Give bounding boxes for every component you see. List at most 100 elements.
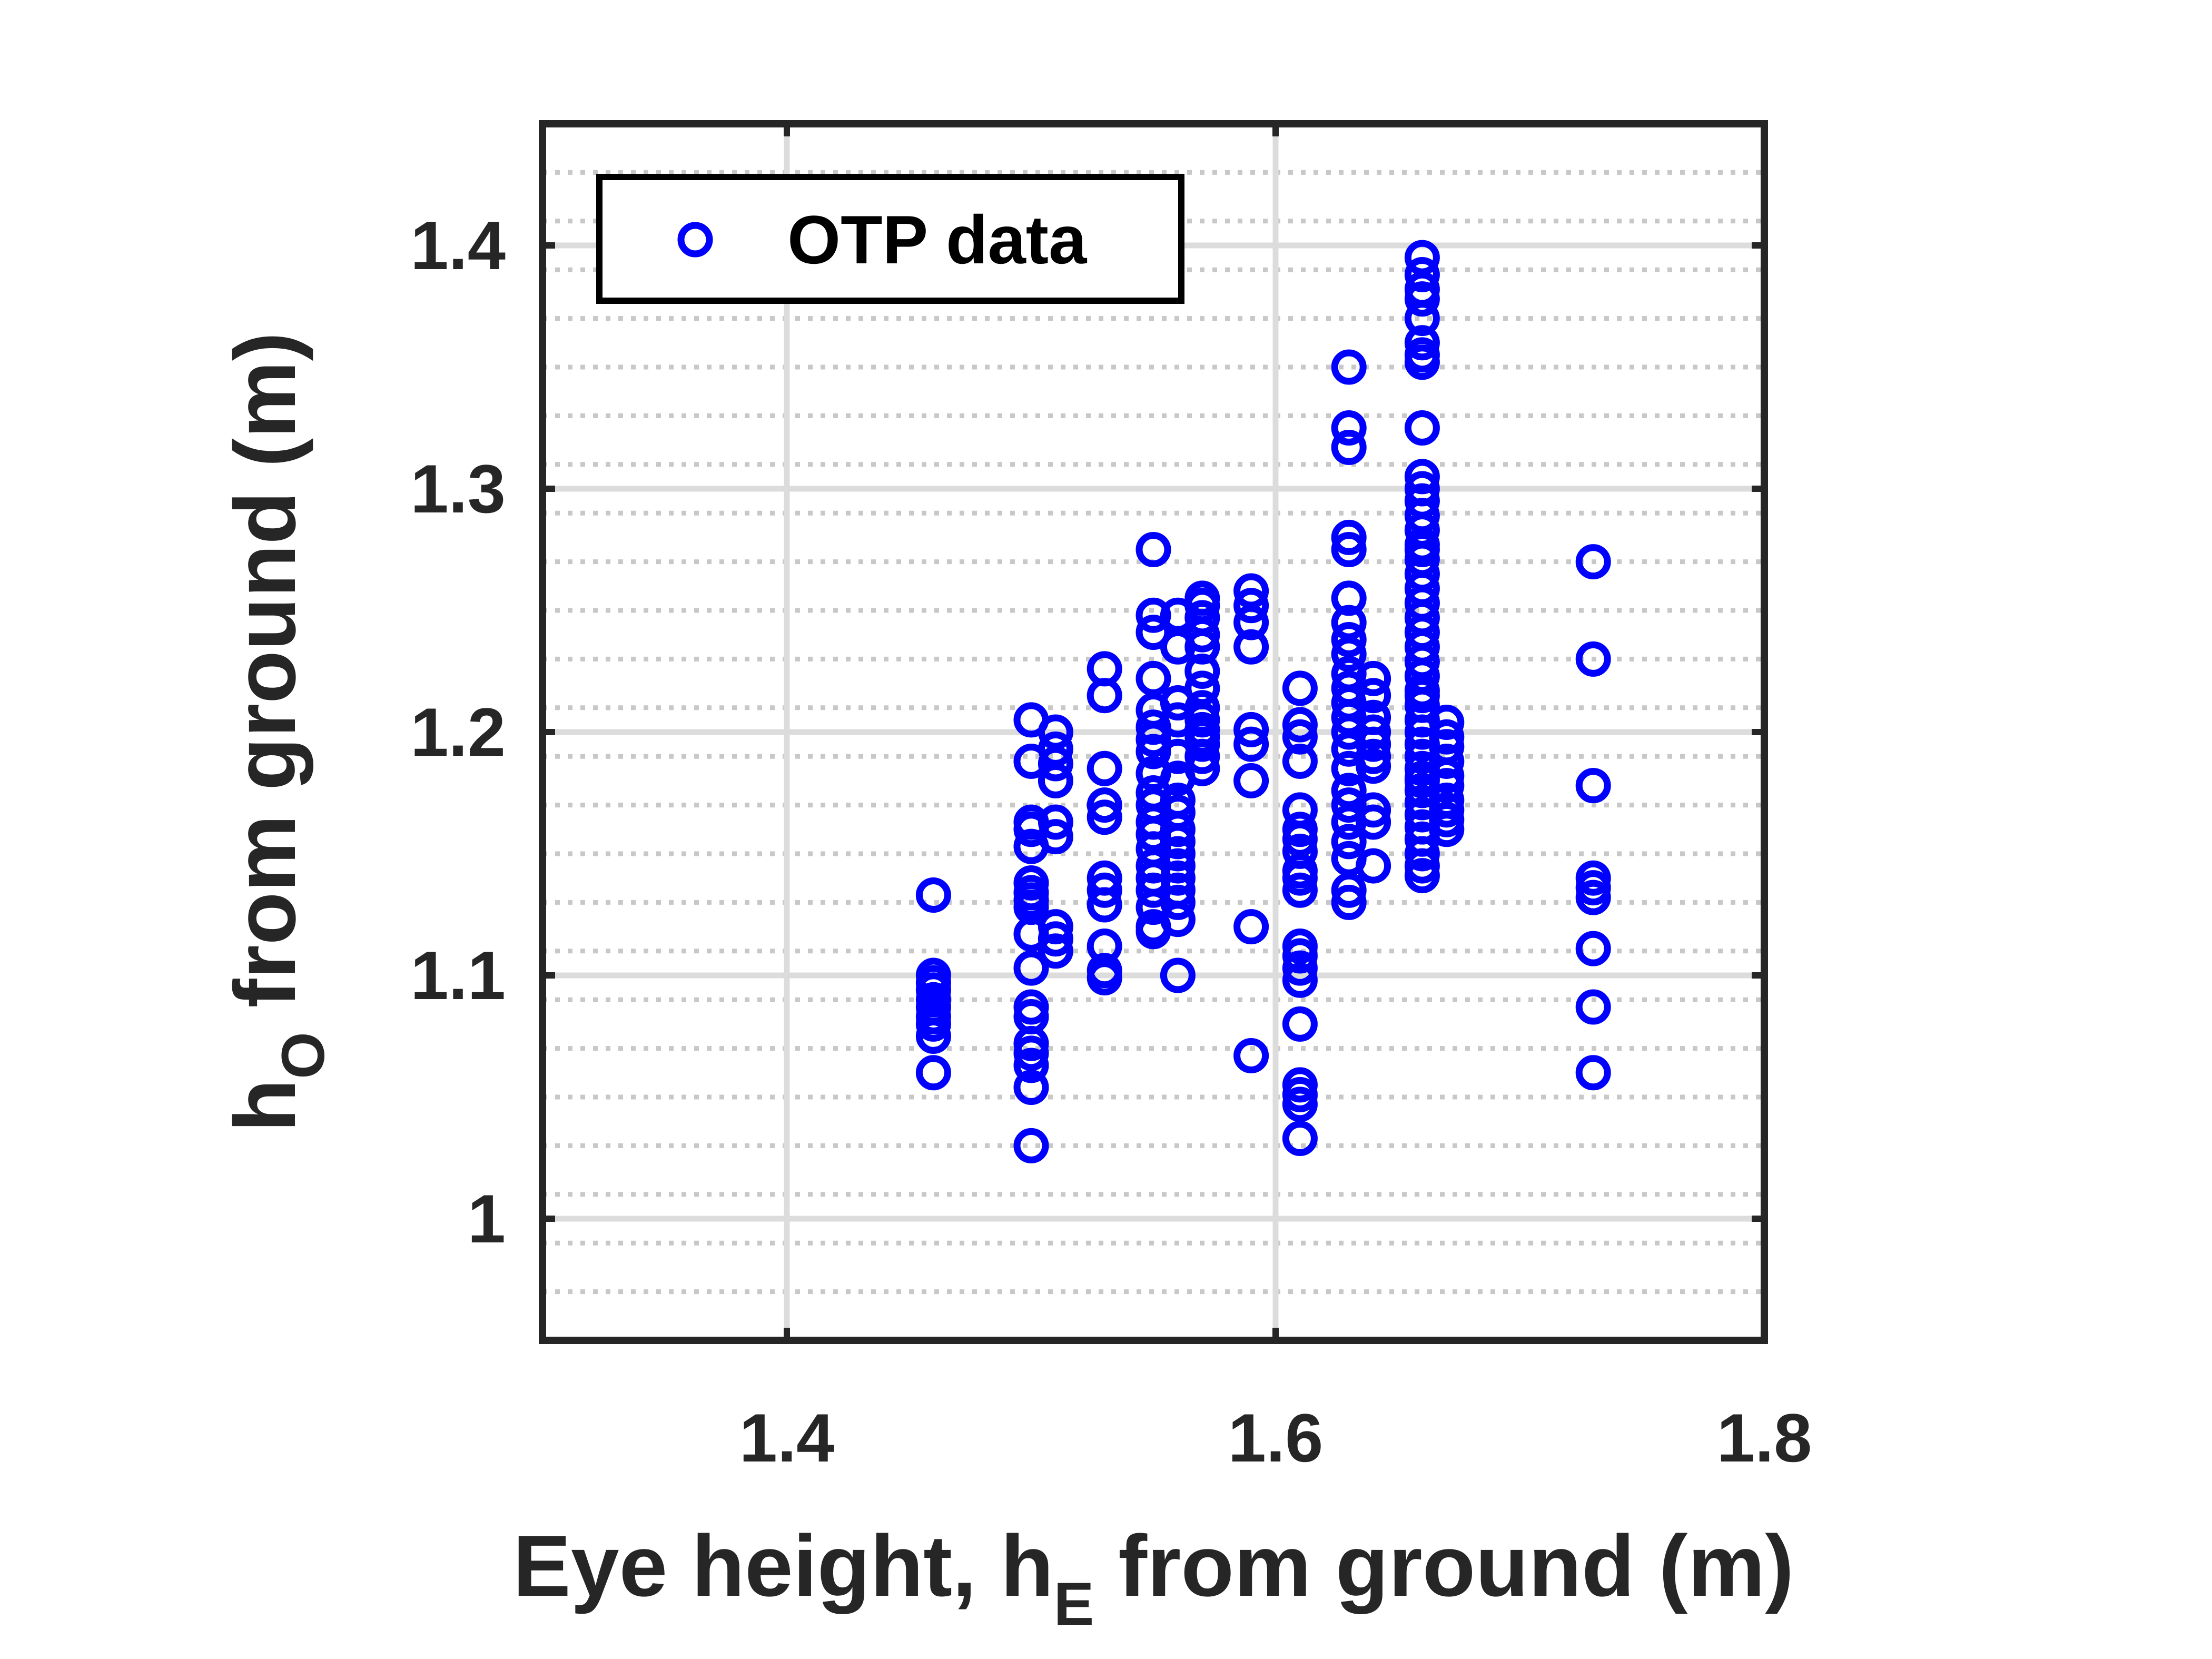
y-tick-label: 1.1	[410, 937, 506, 1014]
data-point	[1404, 532, 1440, 567]
data-point	[1038, 933, 1073, 969]
y-tick-labels: 1 1.1 1.2 1.3 1.4	[410, 207, 506, 1257]
data-point	[1331, 824, 1367, 860]
x-axis-title: Eye height, hE from ground (m)	[513, 1517, 1794, 1638]
data-point	[1038, 921, 1073, 957]
data-point	[1160, 902, 1196, 937]
data-point	[1404, 858, 1440, 894]
data-point	[1282, 950, 1318, 986]
data-point	[1282, 1087, 1318, 1122]
data-point	[1575, 880, 1611, 915]
data-point	[1038, 909, 1073, 945]
data-point	[1356, 660, 1391, 696]
data-point	[1184, 726, 1220, 762]
data-point	[1404, 281, 1440, 317]
data-point	[1331, 519, 1367, 555]
x-axis-title-main: Eye height, h	[513, 1517, 1054, 1614]
y-tick-label: 1.2	[410, 694, 506, 771]
data-point	[1233, 605, 1269, 640]
data-point	[1356, 748, 1391, 784]
data-point	[915, 1019, 951, 1054]
data-point	[1331, 884, 1367, 920]
data-point	[1331, 636, 1367, 672]
data-point	[1429, 812, 1465, 847]
data-point	[1087, 787, 1122, 823]
data-point	[1013, 1128, 1049, 1163]
data-point	[1404, 410, 1440, 446]
data-point	[1233, 909, 1269, 945]
data-point	[1282, 962, 1318, 998]
y-tick-label: 1	[468, 1180, 506, 1257]
data-point	[1038, 804, 1073, 840]
data-point	[1160, 836, 1196, 872]
data-point	[1404, 344, 1440, 380]
data-point	[1160, 824, 1196, 860]
data-point	[1087, 887, 1122, 923]
data-point	[1575, 931, 1611, 966]
data-point	[1184, 629, 1220, 665]
data-point	[1282, 670, 1318, 706]
data-point	[1429, 768, 1465, 804]
data-point	[1087, 799, 1122, 835]
data-point	[1160, 848, 1196, 884]
x-tick-labels: 1.4 1.6 1.8	[739, 1399, 1812, 1476]
data-point	[1404, 702, 1440, 738]
data-point	[1038, 819, 1073, 855]
y-axis-title-sub: O	[270, 1032, 337, 1079]
y-axis-title-tail: from ground (m)	[216, 332, 313, 1032]
data-point	[1356, 714, 1391, 750]
data-point	[1331, 349, 1367, 385]
legend-marker	[677, 222, 713, 258]
data-point	[1575, 768, 1611, 804]
data-point	[1087, 678, 1122, 714]
data-point	[1404, 459, 1440, 495]
data-point	[1087, 960, 1122, 996]
data-point	[1282, 938, 1318, 974]
data-point	[1135, 722, 1171, 757]
data-point	[1282, 1121, 1318, 1157]
legend-box	[596, 174, 1184, 304]
data-point	[1331, 580, 1367, 616]
data-points	[915, 240, 1611, 1163]
data-point	[1331, 410, 1367, 446]
data-point	[1429, 705, 1465, 740]
data-point	[1282, 860, 1318, 896]
data-point	[1356, 848, 1391, 884]
data-point	[1135, 597, 1171, 633]
x-axis-title-sub: E	[1054, 1571, 1094, 1638]
data-point	[1013, 1035, 1049, 1071]
data-point	[1282, 719, 1318, 755]
data-point	[1135, 532, 1171, 567]
data-point	[1404, 678, 1440, 714]
data-point	[1160, 812, 1196, 847]
data-point	[1356, 792, 1391, 828]
data-point	[1575, 544, 1611, 580]
data-point	[1087, 750, 1122, 786]
data-point	[1233, 1038, 1269, 1073]
x-tick-label: 1.8	[1717, 1399, 1812, 1476]
axes-box	[539, 120, 1768, 1344]
data-point	[1038, 746, 1073, 782]
data-point	[915, 1055, 951, 1091]
data-point	[1160, 957, 1196, 993]
data-point	[1356, 726, 1391, 762]
data-point	[1575, 641, 1611, 677]
y-axis-title: hO from ground (m)	[216, 332, 337, 1132]
x-tick-label: 1.4	[739, 1399, 835, 1476]
data-point	[1575, 1055, 1611, 1091]
data-point	[1184, 654, 1220, 689]
y-axis-title-main: h	[216, 1079, 313, 1132]
data-point	[1233, 629, 1269, 665]
data-point	[1331, 429, 1367, 465]
data-point	[1356, 678, 1391, 714]
data-point	[1575, 989, 1611, 1025]
data-point	[1429, 743, 1465, 779]
data-point	[1160, 860, 1196, 896]
data-point	[1404, 301, 1440, 337]
data-point	[1404, 325, 1440, 361]
legend: OTP data	[596, 174, 1184, 304]
y-tick-label: 1.4	[410, 207, 506, 284]
data-point	[1233, 763, 1269, 798]
data-point	[1013, 1048, 1049, 1083]
